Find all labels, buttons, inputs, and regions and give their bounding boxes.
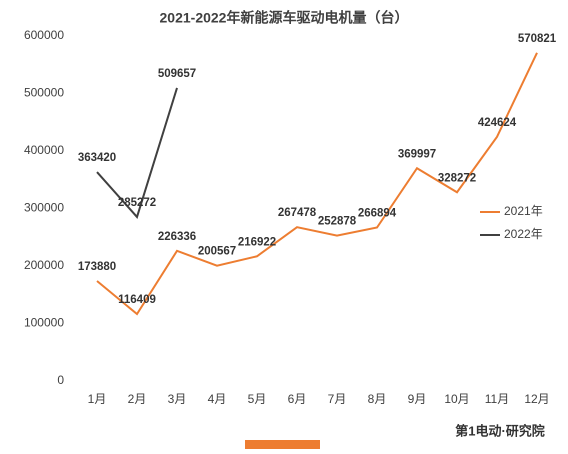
y-tick-label: 200000 <box>24 258 64 272</box>
data-label: 226336 <box>158 231 196 243</box>
data-label: 328272 <box>438 172 476 184</box>
x-tick-label: 6月 <box>288 392 307 406</box>
x-tick-label: 4月 <box>208 392 227 406</box>
x-tick-label: 9月 <box>408 392 427 406</box>
x-tick-label: 8月 <box>368 392 387 406</box>
x-tick-label: 1月 <box>88 392 107 406</box>
y-tick-label: 600000 <box>24 28 64 42</box>
x-tick-label: 5月 <box>248 392 267 406</box>
data-label: 570821 <box>518 33 557 45</box>
series-line <box>96 87 178 219</box>
x-tick-label: 7月 <box>328 392 347 406</box>
y-tick-label: 300000 <box>24 201 64 215</box>
x-tick-label: 2月 <box>128 392 147 406</box>
y-tick-label: 100000 <box>24 316 64 330</box>
data-label: 252878 <box>318 216 357 228</box>
x-tick-label: 3月 <box>168 392 187 406</box>
legend-label: 2021年 <box>504 204 543 218</box>
x-tick-label: 10月 <box>444 392 469 406</box>
data-label: 173880 <box>78 261 116 273</box>
chart-title: 2021-2022年新能源车驱动电机量（台） <box>160 10 409 26</box>
data-label: 116409 <box>118 294 156 306</box>
y-tick-label: 500000 <box>24 86 64 100</box>
data-label: 509657 <box>158 68 196 80</box>
data-label: 363420 <box>78 152 116 164</box>
data-label: 285272 <box>118 197 156 209</box>
y-tick-label: 0 <box>57 373 64 387</box>
x-tick-label: 11月 <box>485 392 509 406</box>
data-label: 267478 <box>278 207 317 219</box>
legend-label: 2022年 <box>504 227 543 241</box>
series-line <box>96 52 538 316</box>
data-label: 424624 <box>478 117 517 129</box>
y-tick-label: 400000 <box>24 143 64 157</box>
x-tick-label: 12月 <box>524 392 549 406</box>
data-label: 266894 <box>358 208 397 220</box>
data-label: 369997 <box>398 148 436 160</box>
data-label: 216922 <box>238 236 276 248</box>
footer-bar <box>245 440 320 449</box>
footer-logo: 第1电动·研究院 <box>455 423 545 438</box>
data-label: 200567 <box>198 246 236 258</box>
